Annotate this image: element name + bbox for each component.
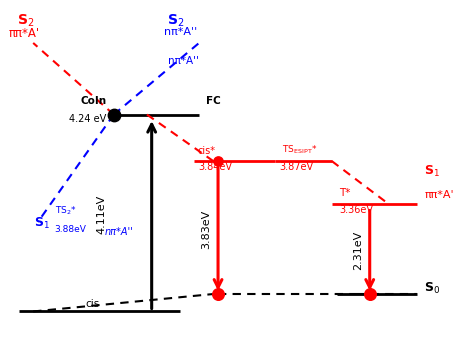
Text: cis: cis [85, 299, 100, 309]
Point [214, 158, 222, 164]
Text: ππ*A': ππ*A' [9, 27, 40, 40]
Text: S$_2$: S$_2$ [167, 13, 184, 29]
Text: TS$_{\mathregular{ESIPT}}$*: TS$_{\mathregular{ESIPT}}$* [282, 143, 318, 156]
Point [366, 291, 374, 296]
Text: FC: FC [206, 96, 221, 106]
Text: S$_0$: S$_0$ [424, 281, 440, 296]
Text: S$_1$: S$_1$ [424, 164, 440, 179]
Text: TS$_2$*: TS$_2$* [55, 204, 76, 217]
Point [214, 291, 222, 296]
Text: cis*: cis* [198, 146, 216, 156]
Text: CoIn: CoIn [81, 96, 107, 106]
Text: T*: T* [339, 188, 350, 198]
Text: 3.83eV: 3.83eV [201, 209, 211, 249]
Text: nπ*A'': nπ*A'' [164, 27, 197, 37]
Text: 4.24 eV: 4.24 eV [69, 114, 107, 124]
Text: nπ*A'': nπ*A'' [168, 56, 199, 66]
Text: S$_2$: S$_2$ [18, 13, 35, 29]
Text: ππ*A': ππ*A' [424, 190, 454, 200]
Text: nπ*A'': nπ*A'' [104, 227, 133, 237]
Text: S$_1$: S$_1$ [34, 216, 50, 231]
Text: 3.87eV: 3.87eV [279, 162, 313, 172]
Text: 2.31eV: 2.31eV [353, 231, 363, 270]
Text: 3.84eV: 3.84eV [199, 162, 233, 172]
Point [110, 112, 118, 117]
Text: 3.88eV: 3.88eV [55, 225, 86, 234]
Text: 3.36eV: 3.36eV [339, 205, 373, 215]
Text: 4.11eV: 4.11eV [97, 195, 107, 234]
